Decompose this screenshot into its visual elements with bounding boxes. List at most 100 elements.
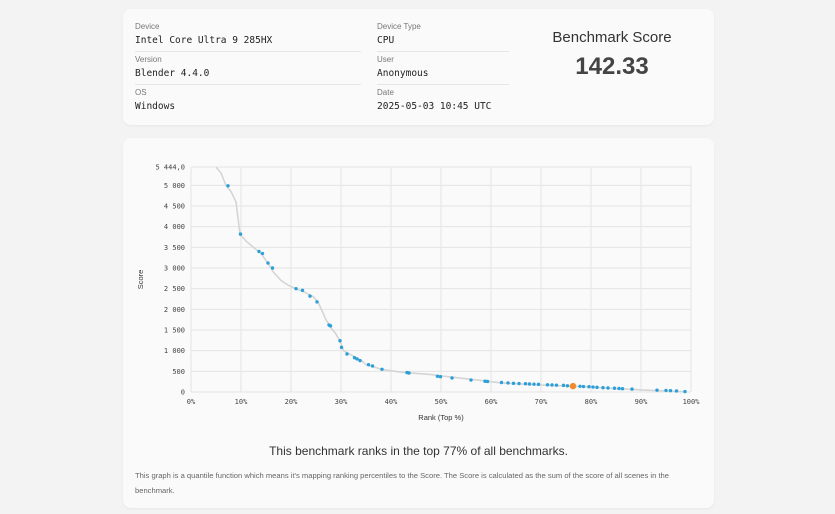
data-point: [578, 384, 582, 388]
date-label: Date: [377, 88, 394, 97]
data-point: [366, 363, 371, 367]
data-point: [260, 251, 265, 256]
data-point: [339, 345, 344, 350]
current-benchmark-point: [569, 382, 577, 390]
version-label: Version: [135, 55, 162, 64]
data-point: [595, 385, 599, 390]
data-point: [664, 388, 668, 393]
data-point: [612, 386, 617, 390]
y-axis-label: Score: [136, 270, 145, 290]
data-point: [238, 232, 243, 236]
device-type-label: Device Type: [377, 22, 421, 31]
benchmark-score-value: 142.33: [575, 53, 649, 80]
data-point: [450, 376, 454, 380]
version-field: Version Blender 4.4.0: [135, 55, 361, 80]
device-label: Device: [135, 22, 160, 31]
chart-card: 0 500 1 000 1 500 2 000 2 500 3 000 3 500 4 000 4…: [123, 138, 714, 508]
data-points: [226, 184, 687, 394]
device-type-field: Device Type CPU: [377, 22, 509, 47]
x-tick-label: 50%: [435, 398, 448, 406]
os-field: OS Windows: [135, 88, 361, 113]
chart-tick-labels: 0 500 1 000 1 500 2 000 2 500 3 000 3 500 4 000 4…: [155, 164, 700, 407]
user-label: User: [377, 55, 394, 64]
y-tick-label: 5 000: [164, 182, 185, 190]
divider: [135, 51, 361, 52]
data-point: [630, 387, 634, 391]
data-point: [668, 388, 673, 393]
data-point: [483, 379, 487, 383]
data-point: [550, 383, 554, 387]
quantile-chart: 0 500 1 000 1 500 2 000 2 500 3 000 3 500 4 000 4…: [136, 164, 700, 423]
benchmark-score-title: Benchmark Score: [552, 29, 672, 46]
data-point: [591, 385, 595, 389]
data-point: [266, 261, 270, 265]
x-tick-label: 70%: [535, 398, 548, 406]
data-point: [565, 384, 570, 388]
data-point: [506, 381, 510, 385]
data-point: [499, 380, 504, 385]
data-point: [536, 382, 541, 387]
data-point: [370, 364, 375, 368]
x-tick-label: 10%: [235, 398, 248, 406]
data-point: [674, 389, 679, 393]
data-point: [587, 385, 591, 389]
os-label: OS: [135, 88, 147, 97]
user-field: User Anonymous: [377, 55, 509, 80]
data-point: [532, 382, 536, 386]
y-tick-label: 1 000: [164, 347, 185, 355]
data-point: [527, 382, 532, 386]
data-point: [226, 184, 230, 188]
data-point: [345, 352, 349, 356]
data-point: [257, 249, 261, 254]
data-point: [358, 358, 362, 363]
chart-grid: [190, 166, 692, 393]
y-tick-label: 5 444,0: [155, 164, 185, 172]
x-tick-label: 60%: [485, 398, 498, 406]
y-tick-label: 3 000: [164, 265, 185, 273]
y-tick-label: 2 000: [164, 306, 185, 314]
data-point: [617, 386, 621, 391]
x-tick-label: 80%: [585, 398, 598, 406]
data-point: [435, 374, 440, 378]
data-point: [601, 386, 605, 390]
data-point: [294, 286, 298, 291]
device-field: Device Intel Core Ultra 9 285HX: [135, 22, 361, 47]
data-point: [554, 383, 559, 387]
data-point: [355, 357, 359, 361]
data-point: [581, 384, 586, 389]
y-tick-label: 500: [172, 368, 185, 376]
x-tick-label: 20%: [285, 398, 298, 406]
y-tick-label: 0: [181, 389, 185, 397]
data-point: [315, 300, 319, 304]
x-tick-label: 40%: [385, 398, 398, 406]
data-point: [523, 382, 528, 386]
device-info-card: Device Intel Core Ultra 9 285HX Version …: [123, 9, 714, 125]
data-point: [517, 381, 521, 386]
y-tick-label: 3 500: [164, 244, 185, 252]
data-point: [561, 383, 566, 388]
data-point: [380, 367, 384, 371]
quantile-curve: [215, 166, 687, 393]
x-tick-label: 90%: [635, 398, 648, 406]
data-point: [469, 378, 473, 382]
data-point: [300, 288, 305, 293]
data-point: [308, 294, 312, 298]
data-point: [485, 379, 490, 384]
device-value: Intel Core Ultra 9 285HX: [135, 35, 273, 46]
data-point: [620, 386, 625, 391]
divider: [135, 84, 361, 85]
data-point: [407, 371, 411, 375]
y-tick-label: 4 500: [164, 203, 185, 211]
data-point: [545, 383, 550, 387]
divider: [377, 84, 509, 85]
data-point: [655, 388, 659, 392]
data-point: [683, 389, 687, 394]
date-value: 2025-05-03 10:45 UTC: [377, 101, 492, 112]
y-tick-label: 1 500: [164, 327, 185, 335]
x-axis-label: Rank (Top %): [418, 413, 464, 422]
rank-summary: This benchmark ranks in the top 77% of a…: [269, 444, 568, 458]
version-value: Blender 4.4.0: [135, 68, 210, 79]
x-tick-label: 0%: [187, 398, 196, 406]
x-tick-label: 30%: [335, 398, 348, 406]
data-point: [338, 339, 342, 343]
